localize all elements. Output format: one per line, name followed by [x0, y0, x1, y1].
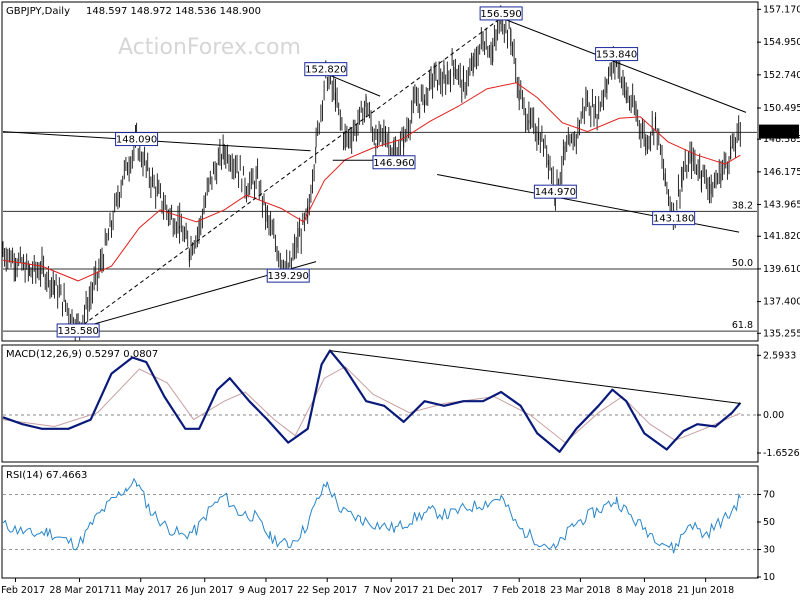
- annotation-label: 152.820: [305, 65, 346, 76]
- last-price-label: 148.900: [759, 128, 798, 139]
- macd-panel-title: MACD(12,26,9) 0.5297 0.0807: [6, 349, 158, 360]
- annotation-box: [595, 47, 639, 62]
- macd-tick-label: 2.5933: [763, 350, 796, 361]
- price-tick-label: 148.385: [763, 134, 800, 145]
- price-tick-label: 139.610: [763, 264, 800, 275]
- annotation-box: [533, 184, 577, 199]
- macd-layer: 2.5933 0.00 -1.6526: [2, 349, 800, 459]
- annotation-label: 139.290: [268, 271, 309, 282]
- trendline: [500, 17, 747, 113]
- annotation-label: 143.180: [653, 214, 694, 225]
- macd-trendline: [329, 350, 741, 404]
- rsi-tick-label: 50: [763, 517, 775, 528]
- macd-panel: [1, 344, 759, 463]
- rsi-line: [2, 477, 741, 554]
- price-layer: 38.2 50.0 61.8 157.170 154.950 152.740 150.495…: [2, 4, 800, 341]
- annotation-box: [479, 6, 523, 21]
- last-price-tag: [759, 124, 799, 139]
- rsi-tick-label: 70: [763, 490, 775, 501]
- x-tick-label: 11 May 2017: [110, 585, 172, 596]
- level-label: 38.2: [732, 200, 753, 211]
- rsi-panel-title: RSI(14) 67.4663: [6, 470, 87, 481]
- price-tick-label: 146.175: [763, 167, 800, 178]
- ohlc-readout: 148.597 148.972 148.536 148.900: [86, 6, 261, 17]
- annotation-label: 144.970: [535, 187, 576, 198]
- x-tick-label: 7 Feb 2018: [493, 585, 546, 596]
- x-tick-label: 9 Aug 2017: [239, 585, 294, 596]
- price-panel-title: GBPJPY,Daily: [6, 6, 70, 17]
- level-label: 50.0: [732, 258, 753, 269]
- annotation-label: 135.580: [57, 326, 98, 337]
- price-tick-label: 152.740: [763, 70, 800, 81]
- macd-tick-label: 0.00: [763, 410, 784, 421]
- level-label: 61.8: [732, 320, 753, 331]
- x-tick-label: 26 Jun 2017: [176, 585, 233, 596]
- x-tick-label: 8 May 2018: [616, 585, 672, 596]
- watermark: ActionForex.com: [118, 35, 301, 60]
- x-tick-label: 22 Sep 2017: [297, 585, 357, 596]
- trendline: [77, 17, 502, 329]
- rsi-layer: 70 50 30 10: [2, 477, 775, 583]
- price-panel: [1, 1, 759, 342]
- x-tick-label: 7 Nov 2017: [364, 585, 419, 596]
- price-tick-label: 157.170: [763, 4, 800, 15]
- annotation-label: 148.090: [116, 135, 157, 146]
- price-tick-label: 135.255: [763, 328, 800, 339]
- sma-line: [2, 82, 741, 282]
- trendline: [325, 73, 381, 97]
- rsi-panel: [1, 465, 759, 579]
- annotation-box: [304, 62, 348, 77]
- price-tick-label: 150.495: [763, 103, 800, 114]
- price-tick-label: 143.965: [763, 200, 800, 211]
- annotation-box: [266, 268, 310, 283]
- rsi-tick-label: 30: [763, 545, 775, 556]
- annotation-label: 146.960: [373, 158, 414, 169]
- x-tick-label: 23 Mar 2018: [550, 585, 610, 596]
- x-tick-label: 21 Jun 2018: [677, 585, 734, 596]
- macd-tick-label: -1.6526: [763, 448, 800, 459]
- x-tick-label: 21 Dec 2017: [422, 585, 483, 596]
- price-tick-label: 141.820: [763, 231, 800, 242]
- macd-line: [2, 349, 742, 453]
- x-tick-label: 10 Feb 2017: [0, 585, 45, 596]
- annotation-box: [372, 155, 416, 170]
- annotation-box: [56, 323, 100, 338]
- annotation-label: 156.590: [480, 9, 521, 20]
- x-tick-label: 28 Mar 2017: [49, 585, 109, 596]
- rsi-tick-label: 10: [763, 572, 775, 583]
- price-tick-label: 154.950: [763, 37, 800, 48]
- annotation-box: [115, 132, 159, 147]
- annotation-box: [652, 211, 696, 226]
- annotation-label: 153.840: [596, 50, 637, 61]
- price-tick-label: 137.400: [763, 297, 800, 308]
